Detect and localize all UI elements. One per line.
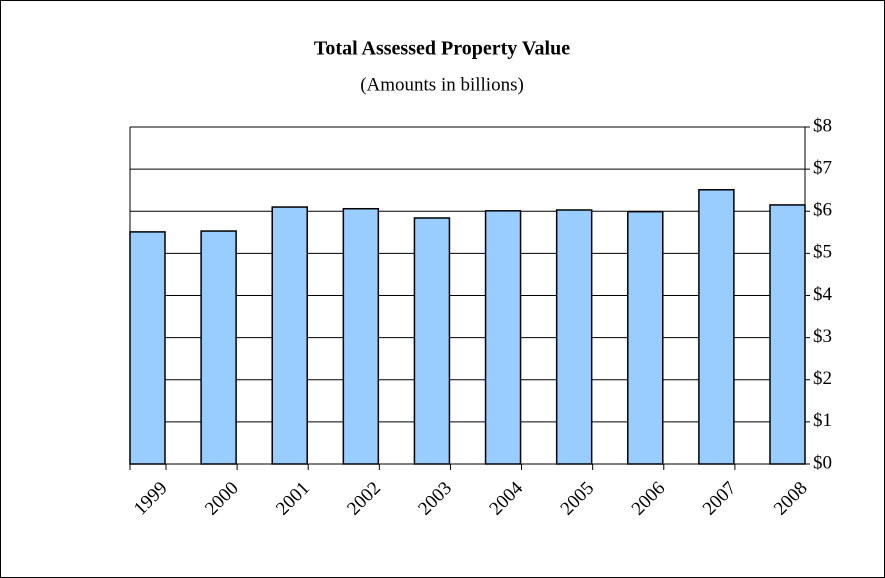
y-tick-label: $8 — [813, 115, 832, 136]
bar — [484, 210, 522, 465]
bar — [342, 207, 380, 465]
y-tick-label: $3 — [813, 326, 832, 347]
bar — [555, 209, 593, 465]
y-tick-label: $5 — [813, 242, 832, 263]
y-tick-label: $7 — [813, 157, 832, 178]
y-tick-label: $6 — [813, 200, 832, 221]
bar — [129, 231, 166, 465]
bar — [271, 206, 308, 465]
bar — [769, 204, 806, 465]
y-tick-label: $1 — [813, 410, 832, 431]
y-tick-label: $4 — [813, 284, 833, 305]
bar — [200, 230, 237, 465]
bar — [698, 189, 735, 465]
chart-title: Total Assessed Property Value — [314, 38, 570, 60]
y-tick-label: $0 — [813, 452, 832, 473]
chart-subtitle: (Amounts in billions) — [360, 74, 524, 95]
bar — [413, 217, 451, 465]
bar — [627, 210, 664, 465]
y-tick-label: $2 — [813, 368, 832, 389]
